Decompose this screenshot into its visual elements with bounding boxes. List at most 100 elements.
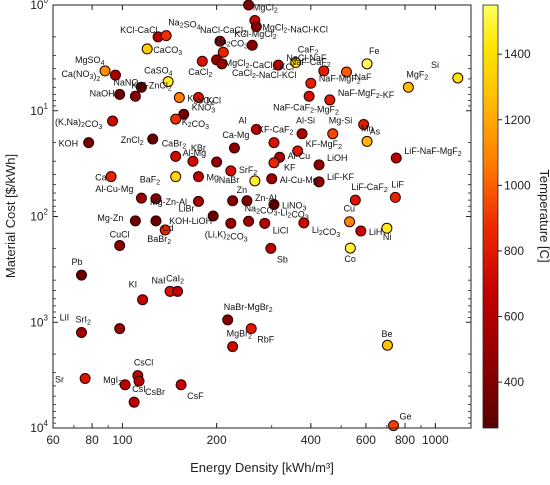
point-label: NaCl-NaF	[286, 53, 327, 63]
data-point	[217, 46, 229, 58]
data-point	[76, 326, 88, 338]
point-label: KOH	[59, 139, 79, 149]
data-point	[361, 58, 373, 70]
data-point	[99, 65, 111, 77]
colorbar-tick-label: 800	[504, 244, 524, 258]
data-point	[105, 171, 117, 183]
x-tick-label: 600	[356, 433, 376, 447]
point-label: SrF2	[239, 165, 258, 177]
point-label: Al-Si	[296, 116, 315, 126]
data-point	[249, 175, 261, 187]
point-label: NaF-CaF2	[290, 57, 331, 69]
point-label: LiBr	[178, 203, 194, 213]
data-point	[147, 133, 159, 145]
point-label: MgBr2	[227, 329, 253, 341]
point-label: LiCl	[273, 225, 289, 235]
data-point	[114, 88, 126, 100]
data-point	[381, 222, 393, 234]
data-point	[355, 225, 367, 237]
data-point	[381, 339, 393, 351]
point-label: Ca	[95, 173, 107, 183]
point-label: NaBr	[219, 175, 240, 185]
point-label: CsI	[132, 384, 146, 394]
x-tick-label: 200	[207, 433, 227, 447]
point-label: LiH	[369, 227, 383, 237]
data-point	[141, 43, 153, 55]
data-point	[388, 420, 400, 432]
data-point	[170, 113, 182, 125]
data-point	[159, 224, 171, 236]
point-label: Ca(NO3)2	[61, 69, 100, 83]
y-tick-label: 101	[30, 102, 48, 118]
point-label: Cu	[344, 204, 356, 214]
point-label: CsBr	[145, 387, 165, 397]
point-label: Na2CO3	[215, 36, 248, 50]
point-label: LiOH	[327, 153, 348, 163]
point-label: Cd	[162, 223, 174, 233]
data-point	[150, 215, 162, 227]
data-point	[192, 92, 204, 104]
x-tick-label: 800	[395, 433, 415, 447]
y-tick-label: 100	[30, 0, 48, 12]
colorbar-tick-label: 1200	[504, 113, 531, 127]
point-label: CaBr2	[162, 138, 187, 150]
point-label: CaI2	[166, 273, 184, 285]
data-point	[318, 65, 330, 77]
colorbar-tick-label: 1400	[504, 47, 531, 61]
point-label: KOH-LiOH	[169, 216, 212, 226]
y-axis-title: Material Cost [$/kWh]	[3, 154, 18, 278]
data-point	[324, 94, 336, 106]
data-point	[109, 69, 121, 81]
point-label: Pb	[72, 257, 83, 267]
point-label: Ca-Mg	[222, 130, 249, 140]
data-point	[390, 152, 402, 164]
plot-frame	[52, 4, 472, 429]
point-label: Sr	[55, 374, 64, 384]
data-point	[358, 119, 370, 131]
data-point	[250, 123, 262, 135]
point-label: Be	[381, 329, 392, 339]
point-label: Mn	[361, 123, 374, 133]
point-label: MgSO4	[75, 55, 105, 67]
data-point	[178, 108, 190, 120]
data-point	[225, 165, 237, 177]
x-axis-title: Energy Density [kWh/m³]	[190, 460, 334, 475]
colorbar-tick-label: 1000	[504, 178, 531, 192]
data-point	[175, 379, 187, 391]
colorbar-tick-label: 400	[504, 375, 524, 389]
point-label: Mg-Si	[329, 116, 353, 126]
point-label: KCl	[206, 96, 221, 106]
point-label: KCl-CaCl	[120, 25, 158, 35]
data-point	[344, 216, 356, 228]
point-label: As	[370, 127, 381, 137]
point-label: BaF2	[140, 175, 161, 187]
data-point	[292, 145, 304, 157]
colorbar-title: Temperature [C]	[537, 169, 550, 262]
data-point	[133, 375, 145, 387]
point-label: Al	[238, 115, 246, 125]
point-label: (K,Na)2CO3	[55, 117, 102, 131]
x-tick-label: 100	[112, 433, 132, 447]
data-point	[246, 39, 258, 51]
point-label: Mg-Zn-Al	[150, 197, 187, 207]
data-point	[196, 55, 208, 67]
point-label: KF-CaF2	[258, 125, 294, 137]
data-point	[107, 115, 119, 127]
point-label: NaOH	[90, 88, 115, 98]
data-point	[76, 269, 88, 281]
x-tick-label: 80	[85, 433, 99, 447]
colorbar-axis: 400 600 800 1000 1200 1400	[498, 47, 531, 389]
point-label: Mg-Zn	[97, 213, 123, 223]
point-label: KI	[129, 280, 138, 290]
data-point	[192, 195, 204, 207]
data-point	[137, 294, 149, 306]
point-label: Zn	[237, 185, 248, 195]
data-point	[313, 159, 325, 171]
data-point	[214, 35, 226, 47]
data-point	[361, 135, 373, 147]
point-label: NaBr-MgBr2	[224, 302, 273, 314]
data-point	[327, 128, 339, 140]
data-point	[245, 323, 257, 335]
axes: 60 80 100 200 400 600 800 1000 100 101 102 103 104	[30, 0, 449, 447]
data-point	[259, 217, 271, 229]
